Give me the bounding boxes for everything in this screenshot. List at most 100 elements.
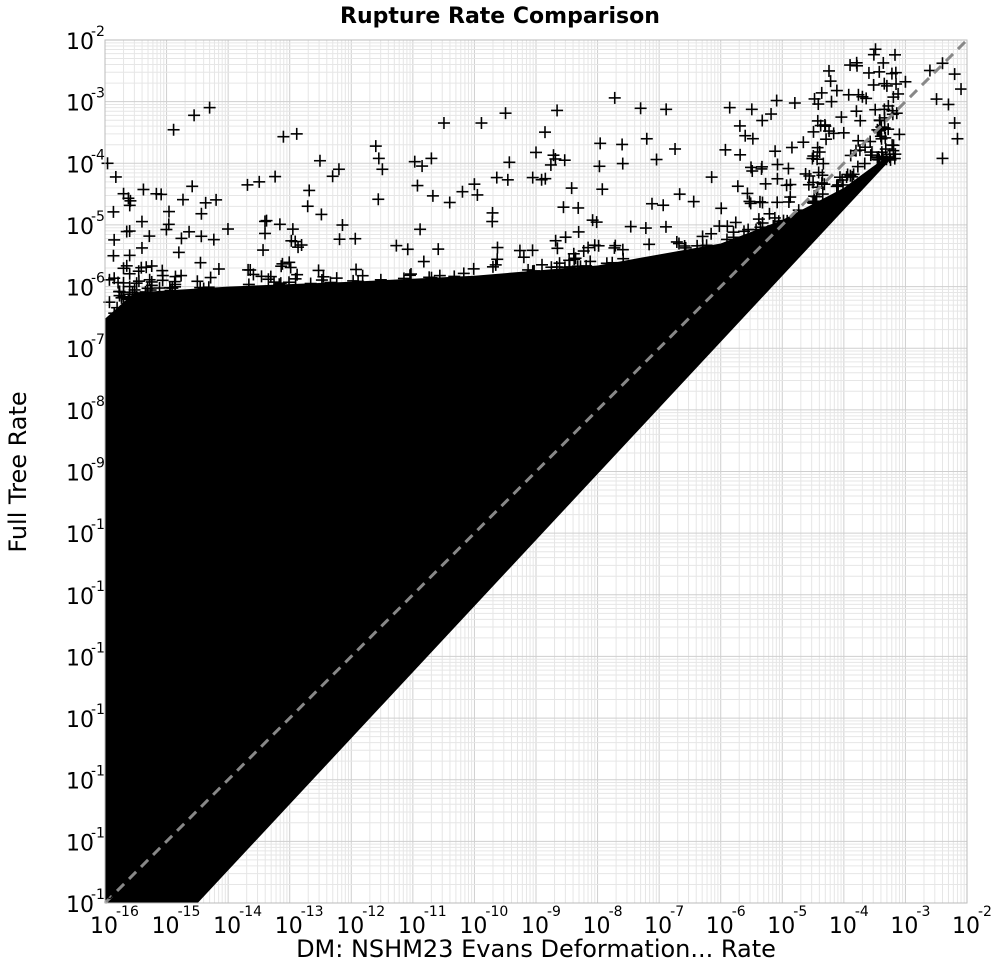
svg-text:10: 10 — [890, 914, 918, 939]
data-point — [167, 123, 180, 136]
data-point — [414, 223, 427, 236]
x-tick-label: 10-2 — [952, 904, 992, 939]
data-point — [807, 197, 820, 210]
svg-text:10: 10 — [398, 914, 426, 939]
data-point — [135, 215, 148, 228]
data-point — [650, 153, 663, 166]
data-point — [886, 139, 899, 152]
data-point — [771, 196, 784, 209]
data-point — [118, 302, 131, 315]
plot-border — [104, 39, 968, 904]
data-point — [513, 244, 526, 257]
data-point — [274, 277, 287, 290]
data-point — [122, 293, 135, 306]
data-point — [836, 174, 849, 187]
data-point — [175, 269, 188, 282]
data-point — [835, 111, 848, 124]
data-point — [765, 108, 778, 121]
y-tick-label: 10-2 — [66, 24, 105, 55]
data-point — [727, 226, 740, 239]
data-point — [501, 173, 514, 186]
data-point — [536, 258, 549, 271]
data-point — [369, 140, 382, 153]
data-point — [374, 273, 387, 286]
y-tick-label: 10-15 — [66, 825, 114, 856]
data-point — [854, 114, 867, 127]
data-point — [659, 220, 672, 233]
svg-text:10: 10 — [829, 914, 857, 939]
svg-text:-6: -6 — [732, 904, 746, 920]
y-tick-label: 10-13 — [66, 702, 114, 733]
x-tick-label: 10-3 — [890, 904, 930, 939]
data-point — [123, 267, 136, 280]
data-point — [745, 161, 758, 174]
data-point — [590, 216, 603, 229]
data-point — [277, 130, 290, 143]
data-point — [609, 239, 622, 252]
data-point — [405, 268, 418, 281]
y-tick-label: 10-8 — [66, 394, 105, 425]
data-point — [194, 256, 207, 269]
data-point — [113, 285, 126, 298]
data-point — [176, 193, 189, 206]
data-point — [733, 119, 746, 132]
data-point — [797, 136, 810, 149]
data-point — [923, 64, 936, 77]
data-point — [108, 233, 121, 246]
svg-text:-11: -11 — [91, 579, 114, 595]
data-point — [467, 262, 480, 275]
data-point — [719, 143, 732, 156]
data-point — [326, 170, 339, 183]
data-point — [617, 252, 630, 265]
data-point — [160, 223, 173, 236]
data-point — [242, 278, 255, 291]
y-tick-label: 10-6 — [66, 271, 105, 302]
data-point — [324, 276, 337, 289]
data-point — [175, 232, 188, 245]
svg-text:10: 10 — [66, 585, 94, 610]
data-point — [807, 125, 820, 138]
data-point — [812, 98, 825, 111]
svg-text:-12: -12 — [362, 904, 385, 920]
y-tick-label: 10-14 — [66, 764, 114, 795]
data-point — [869, 43, 882, 56]
data-point — [188, 109, 201, 122]
data-point — [741, 187, 754, 200]
data-point — [596, 183, 609, 196]
data-point — [565, 182, 578, 195]
svg-text:10: 10 — [213, 914, 241, 939]
data-point — [852, 88, 865, 101]
data-point — [558, 154, 571, 167]
dense-point-cloud — [105, 158, 892, 903]
data-point — [608, 241, 621, 254]
data-point — [426, 189, 439, 202]
data-point — [673, 188, 686, 201]
data-point — [705, 171, 718, 184]
data-point — [489, 258, 502, 271]
svg-text:10: 10 — [66, 523, 94, 548]
y-tick-label: 10-3 — [66, 86, 105, 117]
svg-text:10: 10 — [66, 215, 94, 240]
x-tick-label: 10-9 — [521, 904, 561, 939]
data-point — [873, 65, 886, 78]
data-point — [734, 148, 747, 161]
x-axis-ticks: 10-1610-1510-1410-1310-1210-1110-1010-91… — [90, 904, 992, 939]
data-point — [115, 291, 128, 304]
data-point — [137, 183, 150, 196]
data-point — [202, 281, 215, 294]
data-point — [755, 162, 768, 175]
y-tick-label: 10-11 — [66, 579, 114, 610]
x-tick-label: 10-12 — [336, 904, 385, 939]
data-point — [530, 146, 542, 159]
data-point — [273, 218, 286, 231]
data-point — [425, 152, 438, 165]
data-point — [132, 265, 145, 278]
data-point — [852, 134, 865, 147]
data-point — [756, 114, 769, 127]
data-point — [645, 197, 658, 210]
svg-text:-2: -2 — [978, 904, 992, 920]
svg-text:-3: -3 — [916, 904, 930, 920]
data-point — [833, 171, 846, 184]
data-point — [679, 241, 692, 254]
data-point — [108, 272, 121, 285]
